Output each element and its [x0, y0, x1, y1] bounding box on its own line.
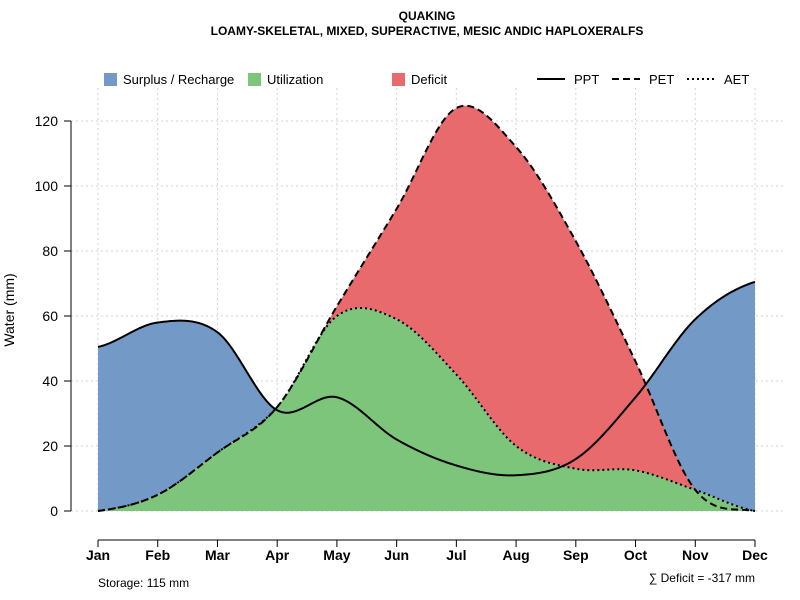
x-tick-label-jun: Jun — [384, 547, 409, 563]
y-tick-label: 100 — [35, 178, 59, 194]
chart-title: QUAKING — [399, 9, 456, 23]
legend-label-aet: AET — [724, 72, 749, 87]
x-tick-label-mar: Mar — [205, 547, 230, 563]
deficit-area — [98, 105, 755, 511]
chart-subtitle: LOAMY-SKELETAL, MIXED, SUPERACTIVE, MESI… — [211, 24, 644, 38]
legend-swatch-deficit — [392, 73, 405, 86]
plot-area: 0 20 40 60 80 100 120 Jan Feb Mar Apr May Jun Jul Aug S… — [35, 88, 783, 563]
x-tick-label-apr: Apr — [265, 547, 290, 563]
y-tick-label: 80 — [42, 243, 58, 259]
y-tick-label: 20 — [42, 438, 58, 454]
x-tick-label-nov: Nov — [682, 547, 709, 563]
y-tick-label: 40 — [42, 373, 58, 389]
y-tick-label: 120 — [35, 113, 59, 129]
legend-label-pet: PET — [649, 72, 674, 87]
x-tick-label-sep: Sep — [563, 547, 589, 563]
legend-label-ppt: PPT — [574, 72, 599, 87]
y-tick-label: 0 — [50, 503, 58, 519]
storage-note: Storage: 115 mm — [98, 576, 189, 590]
y-axis-label: Water (mm) — [1, 273, 17, 346]
utilization-area — [98, 308, 755, 511]
y-tick-label: 60 — [42, 308, 58, 324]
x-tick-label-oct: Oct — [624, 547, 648, 563]
legend: Surplus / Recharge Utilization Deficit P… — [104, 72, 749, 87]
legend-label-surplus: Surplus / Recharge — [123, 72, 234, 87]
legend-label-utilization: Utilization — [267, 72, 323, 87]
series-line-aet — [97, 307, 756, 512]
legend-swatch-surplus — [104, 73, 117, 86]
x-tick-label-jan: Jan — [86, 547, 110, 563]
x-tick-label-dec: Dec — [742, 547, 768, 563]
x-tick-label-jul: Jul — [446, 547, 466, 563]
legend-swatch-utilization — [248, 73, 261, 86]
x-tick-label-may: May — [323, 547, 350, 563]
x-tick-label-aug: Aug — [502, 547, 529, 563]
legend-label-deficit: Deficit — [411, 72, 448, 87]
series-line-pet — [97, 104, 756, 512]
deficit-sum-note: ∑ Deficit = -317 mm — [649, 571, 755, 585]
x-tick-label-feb: Feb — [145, 547, 170, 563]
